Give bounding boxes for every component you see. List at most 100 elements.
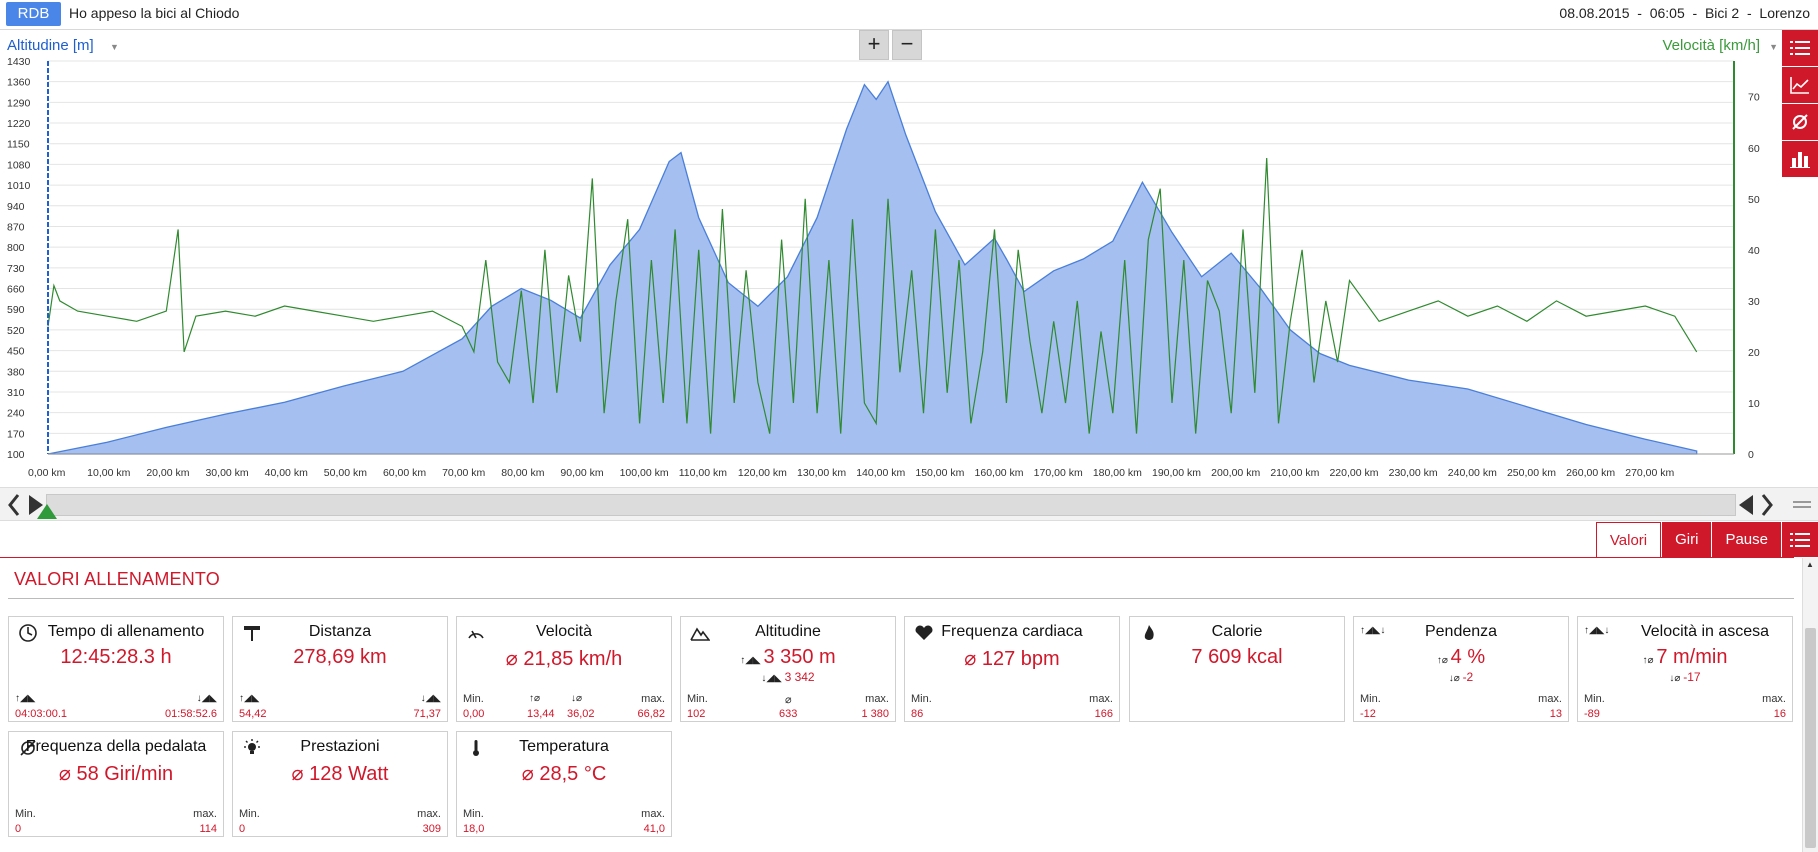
workout-meta: 08.08.2015 - 06:05 - Bici 2 - Lorenzo — [1559, 5, 1810, 21]
left-axis-title[interactable]: Altitudine [m] — [7, 37, 94, 54]
card-heart-rate[interactable]: Frequenza cardiaca ⌀ 127 bpm Min. max. 8… — [904, 616, 1120, 722]
elevation-speed-chart[interactable]: 1001702403103804505205906607308008709401… — [0, 30, 1780, 485]
signpost-icon — [244, 626, 260, 641]
zoom-in-button[interactable]: + — [859, 30, 889, 60]
x-tick-label: 130,00 km — [797, 467, 846, 479]
min-label: Min. — [687, 693, 708, 705]
average-value: 633 — [779, 708, 798, 720]
right-axis-dropdown-icon[interactable]: ▼ — [1769, 42, 1778, 52]
min-value: 0,00 — [463, 708, 485, 720]
max-label: max. — [865, 693, 889, 705]
card-gradient[interactable]: ↑◢◣↓ Pendenza ↑⌀ 4 % ↓⌀ -2 Min. max. -12… — [1353, 616, 1569, 722]
average-icon: ⌀ — [785, 694, 792, 706]
max-value: 66,82 — [637, 708, 665, 720]
card-value: ⌀ 21,85 km/h — [505, 648, 623, 670]
x-tick-label: 110,00 km — [679, 467, 728, 479]
y2-tick-label: 20 — [1748, 347, 1760, 359]
altitude-area — [47, 80, 1698, 455]
lightbulb-icon — [244, 739, 260, 754]
range-end-handle-icon[interactable] — [1738, 494, 1754, 516]
y-tick-label: 1220 — [7, 118, 31, 130]
tab-bar: Valori Giri Pause — [1595, 522, 1818, 557]
x-tick-label: 70,00 km — [442, 467, 485, 479]
y-tick-label: 520 — [7, 325, 25, 337]
cadence-icon — [20, 740, 36, 756]
scroll-left-icon[interactable] — [4, 492, 24, 518]
y2-tick-label: 40 — [1748, 245, 1760, 257]
card-distance[interactable]: Distanza 278,69 km ↑◢◣ ↓◢◣ 54,42 71,37 — [232, 616, 448, 722]
card-value: 7 609 kcal — [1191, 646, 1283, 668]
card-value-line: ↑◢◣ 3 350 m — [681, 646, 895, 669]
rdb-logo[interactable]: RDB — [6, 2, 61, 26]
card-title: Tempo di allenamento — [47, 623, 205, 640]
drag-handle-icon[interactable] — [1793, 500, 1811, 510]
y-tick-label: 1010 — [7, 180, 31, 192]
min-label: Min. — [1584, 693, 1605, 705]
min-value: 18,0 — [463, 823, 485, 835]
card-title: Distanza — [308, 623, 372, 640]
right-axis-title[interactable]: Velocità [km/h] — [1662, 37, 1760, 54]
x-tick-label: 250,00 km — [1507, 467, 1556, 479]
min-value: 102 — [687, 708, 706, 720]
card-ascent-speed[interactable]: ↑◢◣↓ Velocità in ascesa ↑⌀ 7 m/min ↓⌀ -1… — [1577, 616, 1793, 722]
min-label: Min. — [911, 693, 932, 705]
card-value: ⌀ 128 Watt — [291, 763, 389, 785]
y2-tick-label: 70 — [1748, 92, 1760, 104]
scroll-right-icon[interactable] — [1757, 492, 1777, 518]
uphill-average-icon: ↑⌀ — [529, 693, 541, 704]
tab-pause[interactable]: Pause — [1711, 522, 1781, 557]
y-tick-label: 170 — [7, 428, 25, 440]
bar-chart-button[interactable] — [1782, 141, 1818, 177]
max-value: 1 380 — [861, 708, 889, 720]
line-chart-icon — [1790, 77, 1809, 94]
card-calories[interactable]: Calorie 7 609 kcal — [1129, 616, 1345, 722]
left-axis-dropdown-icon[interactable]: ▼ — [110, 42, 119, 52]
range-scrubber[interactable] — [0, 487, 1818, 521]
zoom-out-button[interactable]: − — [892, 30, 922, 60]
tab-valori[interactable]: Valori — [1595, 522, 1662, 557]
tab-menu-button[interactable] — [1781, 522, 1818, 557]
card-power[interactable]: Prestazioni ⌀ 128 Watt Min. max. 0 309 — [232, 731, 448, 837]
downhill-average-icon: ↓⌀ — [571, 693, 583, 704]
card-training-time[interactable]: Tempo di allenamento 12:45:28.3 h ↑◢◣ ↓◢… — [8, 616, 224, 722]
x-tick-label: 160,00 km — [975, 467, 1024, 479]
ascent-icon: ↑◢◣ — [740, 655, 764, 666]
max-value: 114 — [199, 823, 217, 835]
card-sub-value-line: ↓⌀ -17 — [1578, 670, 1792, 684]
y-tick-label: 1150 — [7, 139, 30, 151]
x-tick-label: 260,00 km — [1566, 467, 1615, 479]
range-track[interactable] — [46, 494, 1736, 516]
y-tick-label: 1080 — [7, 159, 31, 171]
card-speed[interactable]: Velocità ⌀ 21,85 km/h Min. ↑⌀ ↓⌀ max. 0,… — [456, 616, 672, 722]
x-tick-label: 30,00 km — [205, 467, 248, 479]
min-label: Min. — [15, 808, 36, 820]
x-tick-label: 140,00 km — [856, 467, 905, 479]
scrollbar-thumb[interactable] — [1805, 628, 1816, 848]
position-marker-icon[interactable] — [36, 504, 58, 520]
average-button[interactable] — [1782, 104, 1818, 140]
min-value: -12 — [1360, 708, 1376, 720]
card-altitude[interactable]: Altitudine ↑◢◣ 3 350 m ↓◢◣ 3 342 Min. ⌀ … — [680, 616, 896, 722]
y-tick-label: 380 — [7, 366, 25, 378]
x-tick-label: 200,00 km — [1211, 467, 1260, 479]
chart-area: 100 170 240 310 380 450 520 590 660 730 800 870 940 1… — [0, 30, 1818, 485]
card-title: Velocità in ascesa — [1640, 623, 1770, 640]
card-cadence[interactable]: Frequenza della pedalata ⌀ 58 Giri/min M… — [8, 731, 224, 837]
x-tick-label: 40,00 km — [265, 467, 308, 479]
top-bar: RDB Ho appeso la bici al Chiodo 08.08.20… — [0, 0, 1818, 30]
tab-giri[interactable]: Giri — [1661, 522, 1712, 557]
y2-tick-label: 50 — [1748, 194, 1760, 206]
line-chart-button[interactable] — [1782, 67, 1818, 103]
y-tick-label: 870 — [7, 221, 25, 233]
x-tick-label: 270,00 km — [1625, 467, 1674, 479]
vertical-scrollbar[interactable]: ▲ — [1802, 558, 1818, 852]
y-tick-label: 1290 — [7, 97, 31, 109]
max-label: max. — [641, 808, 665, 820]
card-sub-value-line: ↓⌀ -2 — [1354, 670, 1568, 684]
x-tick-label: 80,00 km — [501, 467, 544, 479]
range-start-handle-icon[interactable] — [28, 494, 44, 516]
x-tick-label: 150,00 km — [915, 467, 964, 479]
list-view-button[interactable] — [1782, 30, 1818, 66]
card-temperature[interactable]: Temperatura ⌀ 28,5 °C Min. max. 18,0 41,… — [456, 731, 672, 837]
y-tick-label: 310 — [7, 387, 25, 399]
